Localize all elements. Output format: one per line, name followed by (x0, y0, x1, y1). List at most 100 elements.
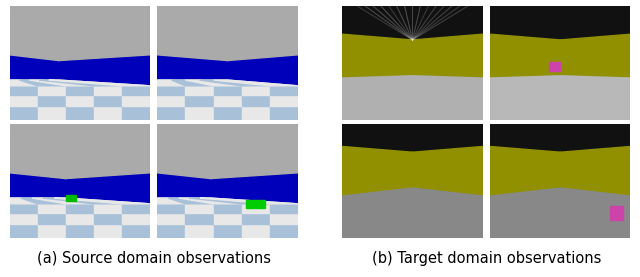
Polygon shape (66, 86, 93, 95)
Polygon shape (241, 204, 269, 213)
Polygon shape (157, 213, 186, 224)
Polygon shape (157, 6, 298, 61)
Polygon shape (93, 204, 122, 213)
Bar (246, 200, 265, 208)
Polygon shape (10, 224, 38, 238)
Polygon shape (269, 224, 298, 238)
Polygon shape (10, 198, 150, 238)
Polygon shape (122, 86, 150, 95)
Polygon shape (241, 213, 269, 224)
Polygon shape (490, 147, 561, 195)
Polygon shape (490, 6, 630, 40)
Polygon shape (157, 124, 211, 179)
Polygon shape (10, 213, 38, 224)
Polygon shape (39, 80, 122, 86)
Polygon shape (186, 86, 214, 95)
Polygon shape (413, 147, 483, 195)
Polygon shape (214, 106, 241, 120)
Polygon shape (38, 204, 66, 213)
Polygon shape (157, 80, 298, 120)
Polygon shape (189, 198, 269, 204)
Polygon shape (157, 124, 298, 179)
Polygon shape (122, 106, 150, 120)
Polygon shape (49, 80, 150, 86)
Polygon shape (38, 95, 66, 106)
Polygon shape (186, 95, 214, 106)
Polygon shape (54, 198, 150, 204)
Bar (549, 62, 561, 71)
Polygon shape (211, 124, 298, 179)
Polygon shape (186, 106, 214, 120)
Polygon shape (200, 80, 269, 86)
Polygon shape (214, 86, 241, 95)
Polygon shape (38, 213, 66, 224)
Polygon shape (157, 198, 186, 204)
Polygon shape (10, 6, 150, 61)
Polygon shape (241, 86, 269, 95)
Polygon shape (157, 224, 186, 238)
Polygon shape (241, 95, 269, 106)
Polygon shape (186, 204, 214, 213)
Polygon shape (342, 34, 413, 77)
Polygon shape (490, 34, 561, 77)
Polygon shape (214, 224, 241, 238)
Polygon shape (269, 204, 298, 213)
Polygon shape (342, 147, 413, 195)
Polygon shape (38, 224, 66, 238)
Polygon shape (342, 187, 483, 238)
Polygon shape (93, 224, 122, 238)
Text: (a) Source domain observations: (a) Source domain observations (36, 251, 271, 266)
Polygon shape (490, 187, 630, 238)
Polygon shape (10, 124, 66, 179)
Bar (610, 206, 623, 220)
Polygon shape (157, 106, 186, 120)
Polygon shape (66, 95, 93, 106)
Polygon shape (10, 106, 38, 120)
Polygon shape (122, 224, 150, 238)
Polygon shape (10, 124, 150, 179)
Polygon shape (214, 213, 241, 224)
Polygon shape (93, 95, 122, 106)
Polygon shape (38, 86, 66, 95)
Polygon shape (186, 213, 214, 224)
Polygon shape (157, 6, 228, 61)
Polygon shape (490, 74, 630, 120)
Polygon shape (122, 95, 150, 106)
Polygon shape (157, 86, 186, 95)
Polygon shape (66, 124, 150, 179)
Polygon shape (342, 6, 483, 40)
Polygon shape (21, 198, 66, 204)
Polygon shape (44, 198, 122, 204)
Polygon shape (269, 106, 298, 120)
Polygon shape (490, 124, 630, 152)
Polygon shape (561, 147, 630, 195)
Polygon shape (38, 106, 66, 120)
Polygon shape (66, 224, 93, 238)
Polygon shape (342, 74, 483, 120)
Polygon shape (157, 204, 186, 213)
Polygon shape (10, 198, 38, 204)
Polygon shape (122, 204, 150, 213)
Polygon shape (241, 106, 269, 120)
Polygon shape (214, 80, 298, 86)
Bar (67, 195, 76, 201)
Polygon shape (10, 204, 38, 213)
Polygon shape (172, 80, 214, 86)
Polygon shape (10, 80, 38, 86)
Polygon shape (93, 106, 122, 120)
Text: (b) Target domain observations: (b) Target domain observations (372, 251, 601, 266)
Polygon shape (66, 204, 93, 213)
Polygon shape (29, 80, 93, 86)
Polygon shape (157, 95, 186, 106)
Polygon shape (59, 6, 150, 61)
Polygon shape (200, 198, 298, 204)
Polygon shape (93, 213, 122, 224)
Polygon shape (269, 95, 298, 106)
Polygon shape (10, 86, 38, 95)
Polygon shape (157, 80, 186, 86)
Polygon shape (10, 80, 150, 120)
Polygon shape (342, 124, 483, 152)
Polygon shape (413, 34, 483, 77)
Polygon shape (32, 198, 93, 204)
Polygon shape (10, 95, 38, 106)
